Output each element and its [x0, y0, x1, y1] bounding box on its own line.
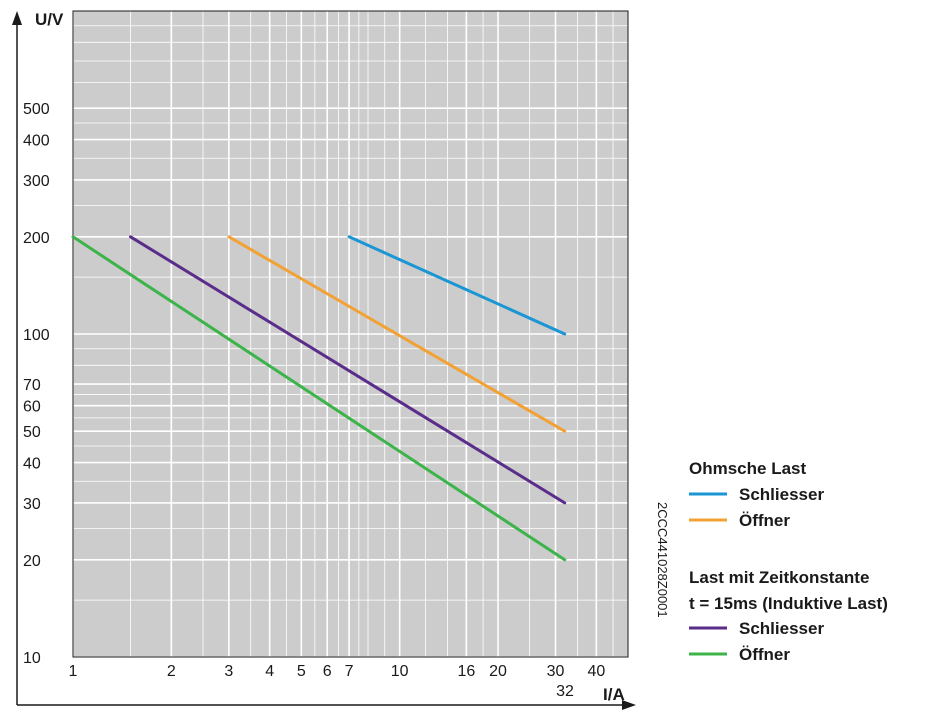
x-tick-label-1: 1: [69, 663, 78, 680]
x-tick-label-16: 16: [457, 663, 475, 680]
y-tick-label-30: 30: [23, 496, 41, 513]
legend-label-ohm-schliesser: Schliesser: [739, 485, 824, 504]
y-tick-label-20: 20: [23, 553, 41, 570]
y-tick-label-100: 100: [23, 327, 50, 344]
legend-group-1-title: Ohmsche Last: [689, 459, 806, 478]
x-tick-label-10: 10: [391, 663, 409, 680]
grid-major: [72, 11, 628, 658]
x-tick-labels: 1 2 3 4 5 6 7 10 16 20 30 40: [69, 663, 606, 680]
x-axis-label: I/A: [603, 685, 625, 704]
legend-group-2-subtitle: t = 15ms (Induktive Last): [689, 594, 888, 613]
legend-label-ind-schliesser: Schliesser: [739, 619, 824, 638]
legend-group-2-title: Last mit Zeitkonstante: [689, 568, 869, 587]
y-tick-labels: 10 20 30 40 50 60 70 100 200 300 400 500: [23, 101, 50, 667]
y-tick-label-200: 200: [23, 230, 50, 247]
x-tick-label-2: 2: [167, 663, 176, 680]
x-tick-label-3: 3: [224, 663, 233, 680]
series-line-1: [347, 235, 567, 336]
x-tick-label-30: 30: [547, 663, 565, 680]
y-tick-label-60: 60: [23, 399, 41, 416]
y-tick-label-50: 50: [23, 424, 41, 441]
y-axis-label: U/V: [35, 10, 64, 29]
series-layer: [71, 235, 567, 562]
y-axis-arrow: [12, 11, 22, 25]
plot-frame: [72, 10, 629, 658]
legend: Ohmsche Last Schliesser Öffner Last mit …: [689, 459, 888, 664]
y-tick-label-400: 400: [23, 133, 50, 150]
x-tick-label-32: 32: [556, 683, 574, 700]
x-tick-label-7: 7: [345, 663, 354, 680]
series-line-4: [71, 235, 567, 562]
x-tick-label-40: 40: [587, 663, 605, 680]
x-tick-label-20: 20: [489, 663, 507, 680]
y-tick-label-70: 70: [23, 377, 41, 394]
series-line-3: [129, 235, 567, 505]
y-tick-label-300: 300: [23, 173, 50, 190]
legend-label-ind-oeffner: Öffner: [739, 645, 790, 664]
x-tick-label-6: 6: [323, 663, 332, 680]
x-axis-arrow: [622, 700, 636, 710]
figure-code: 2CCC441028Z0001: [655, 502, 670, 618]
legend-label-ohm-oeffner: Öffner: [739, 511, 790, 530]
x-tick-label-5: 5: [297, 663, 306, 680]
y-tick-label-500: 500: [23, 101, 50, 118]
y-tick-label-40: 40: [23, 456, 41, 473]
y-tick-label-10: 10: [23, 650, 41, 667]
x-tick-label-4: 4: [265, 663, 274, 680]
series-line-2: [227, 235, 567, 433]
